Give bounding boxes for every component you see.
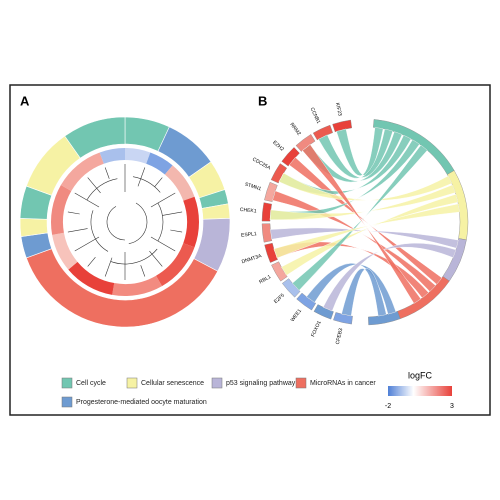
gene-label: RBL1 [258,274,272,286]
logfc-ring [112,275,162,296]
legend-swatch [61,396,73,408]
panel-label: A [20,93,30,108]
legend-label: Cell cycle [76,380,106,387]
category-ring [64,116,126,159]
legend-label: MicroRNAs in cancer [310,380,376,387]
chord-ribbon [270,227,459,249]
legend-label: p53 signaling pathway [226,380,296,387]
dendrogram-branch [74,236,100,252]
chord-ribbon [341,268,387,317]
legend-label: Progesterone-mediated oocyte maturation [76,399,207,406]
logfc-ring [52,232,78,270]
dendrogram-branch [104,167,110,179]
gene-label: WEE1 [290,308,303,323]
legend: Cell cycle Cellular senescence p53 signali… [61,377,376,408]
chord-ribbon [302,144,422,304]
logfc-ring [50,185,72,235]
chord-ribbon [318,128,394,179]
gene-label: DNMT3A [241,253,263,265]
gene-label: KIF23 [334,102,343,117]
panel-a [19,116,231,328]
dendrogram-branch [67,211,80,215]
dendrogram-branch [140,265,146,277]
frame [9,84,491,416]
legend-swatch [61,377,73,389]
dendrogram-branch [132,176,161,193]
chord-ribbon [278,172,453,201]
dendrogram-branch [104,257,113,277]
gene-label: EZH2 [271,140,285,153]
gene-label: CDC25A [251,156,272,171]
dendrogram-branch [162,211,183,216]
legend-swatch [295,377,307,389]
gene-label: CCNB1 [309,107,322,125]
dendrogram-branch [128,202,148,244]
logfc-ring [68,261,115,295]
logfc-ring [99,148,125,164]
dendrogram-branch [137,167,146,187]
gene-label: STMN1 [244,182,262,193]
colorbar-max: 3 [450,403,454,410]
logfc-ring [60,152,104,191]
chord-ribbon [272,190,436,292]
dendrogram-branch [90,210,109,252]
colorbar-title: logFC [408,370,433,380]
gene-label: CPEB3 [335,328,345,346]
chord-ribbon [336,127,384,176]
dendrogram-branch [157,202,164,242]
dendrogram-branch [87,257,96,267]
chord-ribbon [269,184,456,221]
colorbar-min: -2 [385,403,391,410]
gene-arc [261,223,273,243]
gene-label: ESPL1 [241,231,257,239]
gene-label: E2F5 [273,292,286,305]
dendrogram-branch [67,228,88,233]
logfc-ring [146,152,173,175]
gene-label: RRM2 [288,122,301,137]
dendrogram-branch [86,178,118,201]
chord-ribbon [322,243,457,312]
chord-ribbon [292,144,428,291]
chord-ribbon [273,203,460,259]
panel-label: B [258,93,267,108]
chord-ribbon [281,193,459,276]
gene-label: CHEK1 [240,207,257,215]
dendrogram-branch [149,250,163,267]
dendrogram-branch [170,229,183,233]
dendrogram-branch [110,248,158,265]
logfc-ring [164,165,195,201]
legend-label: Cellular senescence [141,380,204,387]
legend-swatch [126,377,138,389]
dendrogram-branch [150,192,176,208]
legend-swatch [211,377,223,389]
logfc-ring [125,148,151,164]
logfc-ring [183,196,199,248]
dendrogram-branch [106,206,126,241]
colorbar [388,386,452,396]
gene-label: FOXO1 [310,320,323,338]
dendrogram-branch [154,177,163,187]
dendrogram-branch [87,177,101,194]
dendrogram-branch [150,236,176,252]
logfc-ring [156,243,195,287]
